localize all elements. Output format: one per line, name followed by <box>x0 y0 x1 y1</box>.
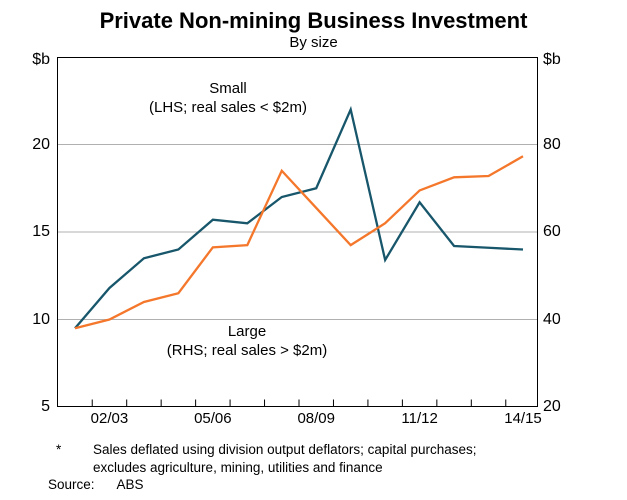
x-axis-label: 11/12 <box>401 410 438 427</box>
source-value: ABS <box>116 477 144 492</box>
left-axis-tick-label: 20 <box>32 135 50 153</box>
series-label-small: Small (LHS; real sales < $2m) <box>149 79 307 117</box>
right-axis-unit: $b <box>543 51 561 68</box>
series-label-small-name: Small <box>209 80 247 97</box>
right-axis-tick-label: 40 <box>543 310 561 328</box>
x-axis-label: 14/15 <box>504 410 542 427</box>
footnote-line-2: excludes agriculture, mining, utilities … <box>93 460 383 475</box>
series-label-large-name: Large <box>227 323 267 340</box>
x-axis-label: 02/03 <box>90 410 129 427</box>
x-axis-label: 05/06 <box>194 410 232 427</box>
chart-title: Private Non-mining Business Investment <box>99 8 528 33</box>
series-label-small-detail: (LHS; real sales < $2m) <box>149 99 307 116</box>
source-label: Source: <box>48 477 95 492</box>
left-axis-tick-label: 15 <box>32 223 50 240</box>
source-row: Source: ABS <box>48 477 144 492</box>
plot-area <box>57 57 538 407</box>
plot-border <box>57 57 538 407</box>
x-axis-label: 08/09 <box>297 410 335 427</box>
series-line-large <box>74 155 524 330</box>
left-axis-unit: $b <box>32 51 50 68</box>
footnote-marker: * <box>56 442 62 457</box>
right-axis-tick-label: 80 <box>543 135 561 153</box>
footnote-line-1: Sales deflated using division output def… <box>93 442 477 457</box>
right-axis-tick-label: 20 <box>543 398 561 415</box>
series-line-small <box>74 105 524 329</box>
right-axis-tick-label: 60 <box>543 223 561 240</box>
left-axis-tick-label: 5 <box>41 398 50 415</box>
series-label-large-detail: (RHS; real sales > $2m) <box>166 342 328 359</box>
series-label-large: Large (RHS; real sales > $2m) <box>167 322 327 360</box>
chart-subtitle: By size <box>289 34 338 51</box>
left-axis-tick-label: 10 <box>32 310 50 328</box>
footnote: Sales deflated using division output def… <box>93 441 593 477</box>
